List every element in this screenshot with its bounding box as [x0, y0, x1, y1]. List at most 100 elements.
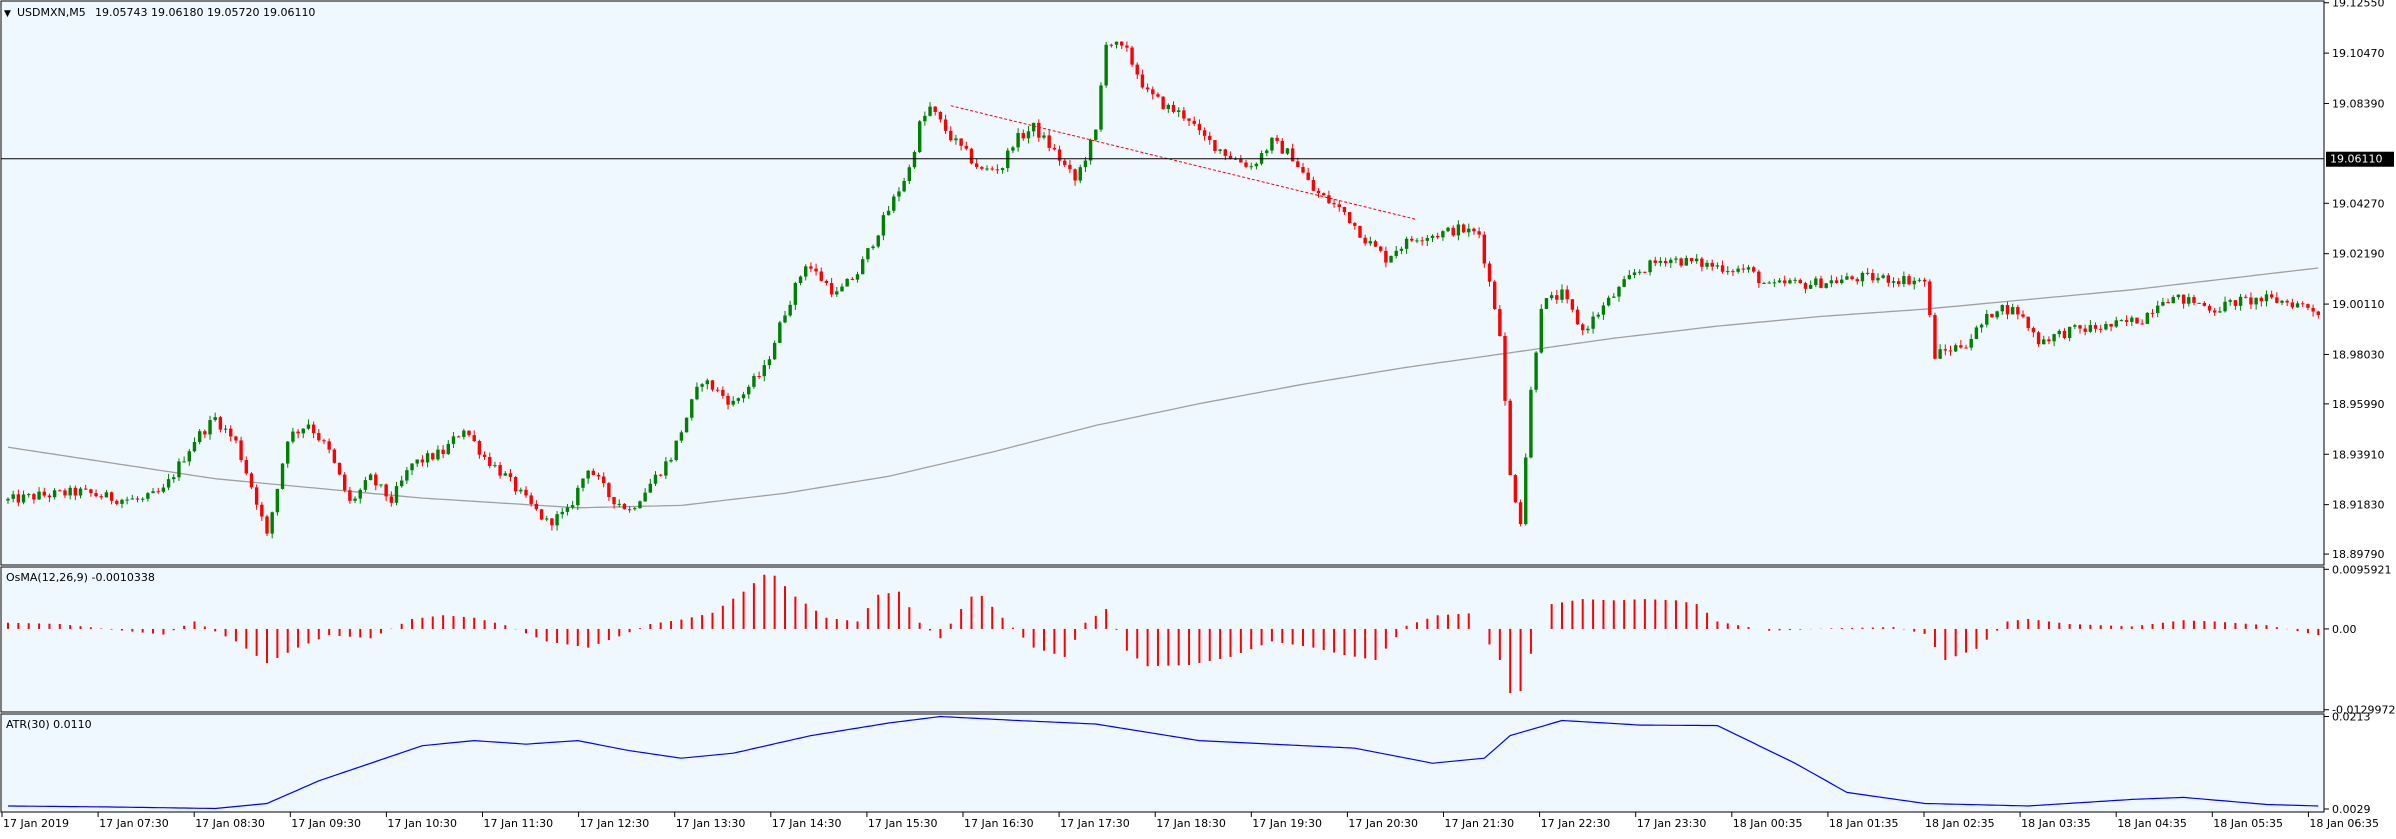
candle — [1353, 221, 1357, 230]
candle-body — [1088, 139, 1093, 161]
candle-body — [125, 499, 129, 501]
candle-body — [1653, 260, 1657, 263]
candle — [462, 428, 466, 440]
time-tick-label: 18 Jan 05:35 — [2213, 817, 2283, 830]
time-axis[interactable]: 17 Jan 2019 17 Jan 07:30 17 Jan 08:30 17 Ja… — [1, 812, 2379, 830]
candle — [1518, 499, 1523, 527]
candle-body — [425, 453, 430, 463]
candle — [2166, 298, 2170, 304]
candle-body — [1363, 237, 1367, 244]
candle — [664, 457, 668, 480]
candle-body — [187, 451, 191, 462]
candle-body — [1953, 345, 1958, 352]
candle — [705, 378, 709, 390]
candle — [1156, 92, 1160, 98]
candle — [1508, 398, 1512, 476]
candle-body — [1829, 280, 1834, 284]
candle — [1389, 255, 1393, 263]
candle-body — [353, 498, 357, 501]
candle-body — [2275, 297, 2279, 303]
candle-body — [1933, 315, 1937, 359]
atr-panel[interactable] — [0, 713, 2325, 813]
candle — [1886, 273, 1891, 287]
candle-body — [695, 386, 699, 400]
candle — [1083, 156, 1088, 173]
candle — [752, 373, 756, 389]
candle-body — [1663, 260, 1668, 264]
candle — [1063, 158, 1067, 168]
candle-body — [586, 470, 590, 479]
candle — [1161, 96, 1165, 110]
candle-body — [1415, 240, 1419, 242]
candle — [508, 469, 513, 482]
candle-body — [1586, 328, 1590, 331]
candle — [886, 206, 891, 216]
candle-body — [1612, 296, 1616, 298]
candle-body — [824, 280, 829, 284]
price-axis[interactable]: 19.12550 19.10470 19.08390 19.04270 19.02190… — [2324, 0, 2385, 561]
candle — [1855, 277, 1859, 285]
candle-body — [1358, 225, 1362, 238]
dropdown-icon[interactable]: ▼ — [4, 9, 11, 19]
candle — [275, 488, 280, 516]
candle-body — [317, 433, 321, 441]
candle — [1114, 41, 1119, 49]
osma-panel[interactable] — [0, 566, 2325, 713]
candle-body — [115, 500, 119, 504]
candle — [1275, 134, 1279, 144]
candle — [555, 511, 559, 531]
candle — [928, 102, 932, 117]
candle — [441, 445, 445, 459]
candle-body — [229, 428, 233, 437]
candle — [2244, 294, 2248, 299]
candle — [399, 475, 404, 488]
candle-body — [2052, 334, 2056, 342]
time-tick-label: 17 Jan 16:30 — [964, 817, 1034, 830]
candle — [337, 462, 342, 476]
candle-body — [1669, 259, 1673, 264]
candle-body — [1347, 212, 1352, 224]
candle — [819, 267, 823, 282]
candle-body — [1197, 123, 1202, 131]
candle-body — [1674, 258, 1678, 260]
candle-body — [974, 163, 979, 168]
candle — [2114, 316, 2118, 328]
candle-body — [203, 431, 207, 435]
candle-body — [1047, 135, 1051, 148]
candle — [2073, 323, 2077, 330]
candle — [1710, 259, 1714, 271]
candle — [1840, 275, 1844, 285]
candle-body — [1518, 502, 1523, 525]
candle-body — [462, 430, 466, 437]
candle-body — [1430, 235, 1435, 238]
candle — [2259, 296, 2263, 307]
candle-body — [788, 304, 792, 316]
candle-body — [1389, 255, 1393, 263]
candle-body — [37, 491, 41, 500]
candle-body — [2031, 328, 2036, 333]
candle-body — [151, 491, 155, 494]
candle — [208, 415, 212, 440]
candle — [1663, 257, 1668, 267]
candle-body — [1539, 308, 1543, 353]
candle — [990, 166, 994, 171]
candle-body — [1109, 44, 1114, 46]
candle-body — [2249, 297, 2253, 305]
candle — [1979, 323, 1984, 333]
candle-body — [343, 474, 347, 491]
candle — [1031, 122, 1036, 137]
candle-body — [1130, 47, 1134, 65]
candle-body — [1762, 283, 1766, 285]
candle-body — [1679, 258, 1683, 266]
candle-body — [399, 480, 404, 487]
candle — [721, 386, 725, 399]
price-panel[interactable] — [0, 0, 2325, 566]
candle — [493, 461, 497, 468]
candle — [1586, 325, 1590, 334]
candle — [2228, 298, 2232, 306]
time-tick-label: 17 Jan 21:30 — [1445, 817, 1515, 830]
candle-body — [223, 428, 228, 430]
candle-body — [2042, 339, 2046, 345]
